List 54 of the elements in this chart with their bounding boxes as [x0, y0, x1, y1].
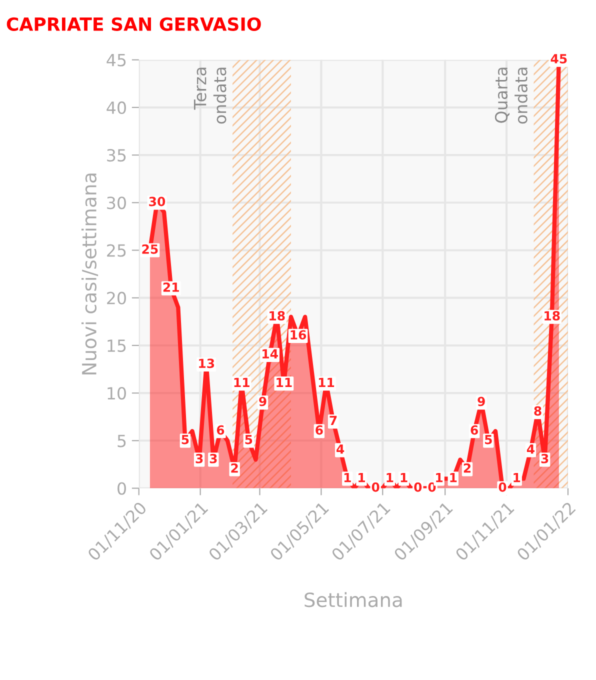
- data-label: 7: [330, 416, 337, 426]
- y-tick-label: 0: [118, 482, 126, 495]
- y-tick-label: 15: [108, 340, 126, 352]
- data-label: 8: [534, 406, 542, 416]
- data-label: 6: [216, 425, 224, 435]
- y-tick-label: 20: [107, 292, 126, 304]
- data-label: 0: [498, 482, 506, 492]
- data-label: 1: [344, 473, 351, 482]
- data-label: 0: [372, 482, 380, 492]
- data-label: 11: [234, 378, 250, 387]
- data-label: 5: [485, 434, 492, 444]
- data-label: 9: [478, 396, 485, 406]
- data-label: 5: [245, 434, 252, 444]
- data-label: 18: [544, 311, 560, 321]
- data-label: 1: [386, 473, 394, 482]
- data-label: 3: [210, 454, 217, 464]
- chart-title: CAPRIATE SAN GERVASIO: [6, 17, 261, 31]
- data-label: 16: [290, 330, 306, 340]
- y-tick-label: 25: [107, 244, 126, 257]
- data-label: 0: [414, 482, 422, 492]
- data-label: 21: [163, 282, 179, 292]
- data-label: 13: [199, 358, 214, 368]
- data-label: 30: [149, 196, 166, 206]
- data-label: 4: [336, 444, 344, 454]
- data-label: 1: [358, 473, 365, 482]
- band-label: Terza ondata: [194, 68, 226, 124]
- data-label: 2: [464, 463, 471, 473]
- data-label: 3: [196, 454, 203, 464]
- data-label: 25: [142, 244, 158, 254]
- data-label: 1: [450, 473, 457, 482]
- y-tick-label: 45: [106, 54, 126, 66]
- data-label: 2: [231, 463, 238, 473]
- data-label: 1: [514, 473, 520, 482]
- data-label: 11: [276, 378, 292, 387]
- data-label: 11: [318, 378, 334, 387]
- y-tick-label: 35: [107, 149, 126, 162]
- data-label: 6: [470, 425, 478, 435]
- y-tick-label: 5: [118, 434, 126, 448]
- data-label: 6: [316, 425, 323, 435]
- y-axis-title: Nuovi casi/settimana: [81, 174, 98, 374]
- data-label: 45: [550, 54, 567, 64]
- data-label: 4: [526, 444, 534, 454]
- data-label: 14: [262, 349, 278, 358]
- y-tick-label: 10: [108, 387, 126, 400]
- data-label: 1: [400, 473, 408, 482]
- data-label: 3: [541, 454, 548, 464]
- data-label: 18: [270, 311, 285, 321]
- data-label: 1: [436, 473, 443, 482]
- data-label: 9: [259, 396, 266, 406]
- x-axis-title: Settimana: [304, 592, 402, 608]
- band-label: Quarta ondata: [494, 68, 528, 124]
- data-label: 5: [182, 434, 189, 444]
- y-tick-label: 40: [106, 101, 126, 114]
- y-tick-label: 30: [107, 196, 126, 210]
